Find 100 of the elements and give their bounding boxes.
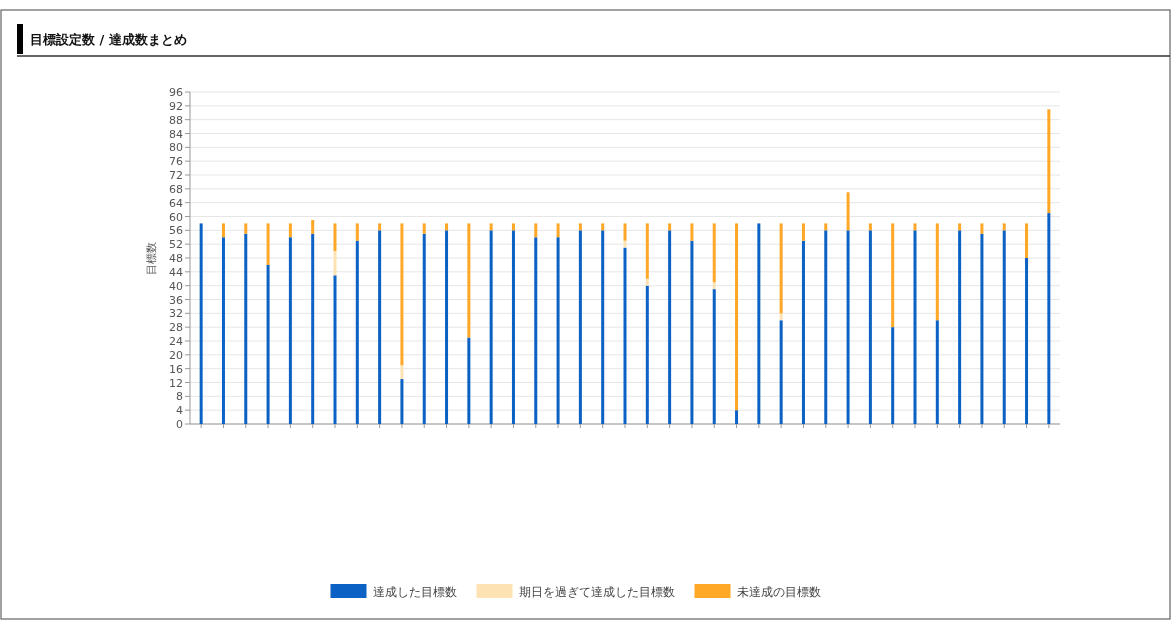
bar bbox=[779, 320, 783, 424]
bar bbox=[445, 230, 449, 424]
bar bbox=[891, 223, 895, 328]
y-tick-label: 36 bbox=[169, 293, 183, 307]
y-tick-label: 0 bbox=[176, 418, 183, 431]
bar bbox=[400, 223, 404, 366]
bar bbox=[422, 223, 426, 234]
legend-label: 未達成の目標数 bbox=[736, 585, 821, 599]
bar bbox=[1047, 213, 1051, 424]
bar bbox=[958, 223, 962, 231]
bar bbox=[645, 223, 649, 279]
bar bbox=[623, 247, 627, 424]
y-tick-label: 76 bbox=[169, 155, 183, 169]
bar bbox=[645, 285, 649, 424]
bar bbox=[712, 282, 716, 290]
bar bbox=[846, 192, 850, 231]
bar bbox=[400, 365, 404, 380]
y-axis-title: 目標数 bbox=[145, 241, 158, 275]
y-tick-label: 68 bbox=[169, 182, 183, 196]
bar bbox=[534, 223, 538, 238]
bar bbox=[913, 223, 917, 231]
y-tick-label: 28 bbox=[169, 321, 183, 335]
bar bbox=[1025, 258, 1029, 424]
bar bbox=[244, 223, 248, 234]
bar bbox=[333, 251, 337, 276]
bar bbox=[801, 223, 805, 241]
bar bbox=[467, 337, 471, 424]
y-tick-label: 8 bbox=[176, 390, 183, 404]
y-tick-label: 92 bbox=[169, 99, 183, 113]
y-tick-label: 52 bbox=[169, 238, 183, 252]
bar bbox=[668, 223, 672, 231]
bar bbox=[511, 230, 515, 424]
bar bbox=[311, 219, 315, 234]
bar bbox=[400, 379, 404, 424]
bar bbox=[422, 233, 426, 424]
y-tick-label: 56 bbox=[169, 224, 183, 238]
bar bbox=[868, 230, 872, 424]
y-tick-label: 4 bbox=[176, 404, 183, 418]
bar bbox=[712, 223, 716, 283]
bar bbox=[690, 240, 694, 424]
bar bbox=[735, 223, 739, 411]
legend-label: 達成した目標数 bbox=[372, 585, 457, 599]
y-tick-label: 84 bbox=[169, 127, 183, 141]
bar bbox=[735, 410, 739, 424]
bar bbox=[556, 237, 560, 424]
bar bbox=[288, 237, 292, 424]
bar bbox=[244, 233, 248, 424]
bar bbox=[623, 223, 627, 241]
bar bbox=[378, 223, 382, 231]
y-tick-label: 88 bbox=[169, 113, 183, 127]
bar bbox=[489, 230, 493, 424]
bar bbox=[980, 233, 984, 424]
bar bbox=[1002, 230, 1006, 424]
bar bbox=[199, 223, 203, 424]
y-tick-label: 20 bbox=[169, 348, 183, 362]
bar bbox=[355, 240, 359, 424]
legend-label: 期日を過ぎて達成した目標数 bbox=[518, 585, 675, 599]
bar bbox=[534, 237, 538, 424]
bar bbox=[333, 275, 337, 424]
bar bbox=[378, 230, 382, 424]
bar bbox=[1025, 223, 1029, 258]
bar bbox=[891, 327, 895, 424]
bar bbox=[757, 223, 761, 424]
bar bbox=[712, 289, 716, 424]
bar bbox=[980, 223, 984, 234]
y-tick-label: 24 bbox=[169, 335, 183, 348]
bar bbox=[690, 223, 694, 241]
bar bbox=[668, 230, 672, 424]
y-tick-label: 12 bbox=[169, 376, 183, 390]
bar bbox=[1002, 223, 1006, 231]
bar bbox=[779, 313, 783, 321]
bar bbox=[846, 230, 850, 424]
bar bbox=[467, 223, 471, 338]
bar bbox=[556, 223, 560, 238]
bar bbox=[601, 230, 605, 424]
bar bbox=[489, 223, 493, 231]
bar bbox=[578, 223, 582, 231]
bar bbox=[266, 264, 270, 424]
bar bbox=[578, 230, 582, 424]
bar bbox=[221, 223, 225, 238]
bar bbox=[445, 223, 449, 231]
y-tick-label: 60 bbox=[169, 210, 183, 224]
bar bbox=[311, 233, 315, 424]
bar bbox=[645, 278, 649, 286]
bar bbox=[511, 223, 515, 231]
chart-title: 目標設定数 / 達成数まとめ bbox=[30, 32, 187, 47]
y-tick-label: 16 bbox=[169, 362, 183, 376]
y-tick-label: 72 bbox=[169, 169, 183, 182]
bar bbox=[935, 223, 939, 321]
y-tick-label: 32 bbox=[169, 307, 183, 321]
bar bbox=[913, 230, 917, 424]
bar bbox=[868, 223, 872, 231]
bar bbox=[266, 223, 270, 265]
bar bbox=[623, 240, 627, 248]
bar bbox=[288, 223, 292, 238]
y-tick-label: 80 bbox=[169, 141, 183, 155]
bar bbox=[935, 320, 939, 424]
bar bbox=[779, 223, 783, 314]
y-tick-label: 44 bbox=[169, 265, 183, 279]
y-tick-label: 96 bbox=[169, 86, 183, 99]
